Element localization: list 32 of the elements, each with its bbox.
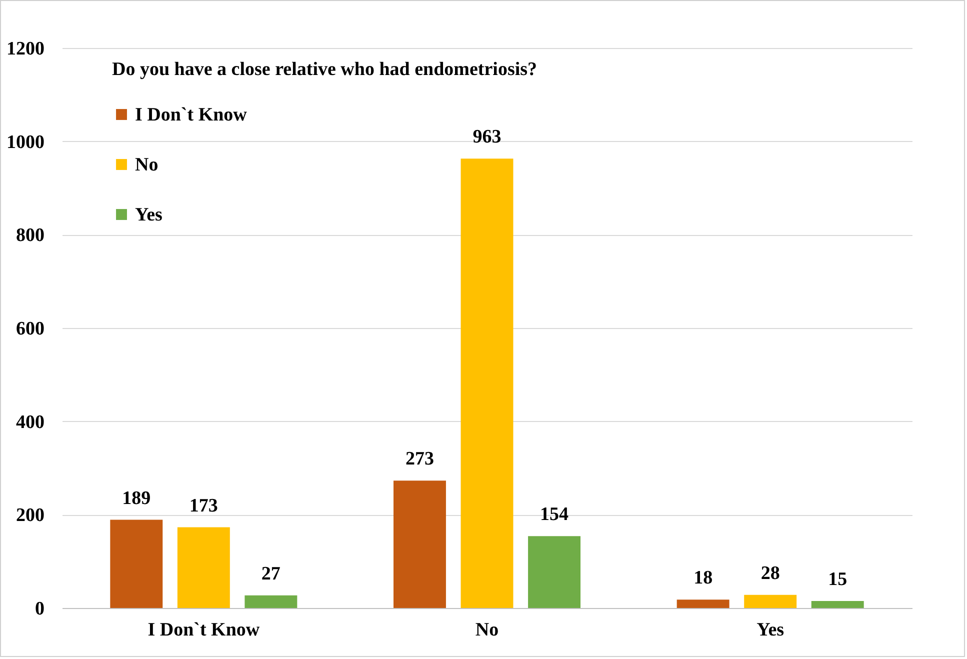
data-label: 18 — [694, 568, 713, 589]
y-tick-label: 600 — [16, 318, 44, 340]
bar — [676, 600, 730, 608]
x-tick-label: Yes — [756, 620, 784, 640]
data-label: 273 — [405, 448, 434, 470]
bar — [811, 601, 864, 608]
y-tick-label: 400 — [16, 412, 44, 433]
legend-label: No — [135, 154, 158, 176]
y-tick-label: 1200 — [6, 38, 44, 60]
data-label: 173 — [189, 495, 218, 516]
y-tick-label: 0 — [35, 598, 44, 620]
bar — [177, 527, 230, 608]
x-tick-label: I Don`t Know — [148, 620, 260, 640]
bar — [244, 595, 298, 608]
bar — [394, 480, 446, 608]
bar — [744, 594, 797, 608]
data-label: 28 — [760, 562, 780, 584]
x-tick-label: No — [475, 620, 499, 640]
data-label: 15 — [828, 569, 848, 590]
y-tick-label: 800 — [16, 225, 44, 246]
data-label: 963 — [472, 126, 502, 148]
legend-label: Yes — [135, 204, 162, 226]
y-tick-label: 1000 — [6, 132, 44, 153]
data-label: 27 — [261, 563, 281, 584]
data-label: 189 — [122, 488, 151, 509]
legend-title: Do you have a close relative who had endometriosis? — [112, 59, 538, 80]
legend-label: I Don`t Know — [135, 104, 248, 126]
bar — [528, 536, 580, 608]
data-label: 154 — [540, 504, 570, 526]
bar — [110, 520, 163, 608]
bar — [460, 158, 514, 608]
y-tick-label: 200 — [16, 505, 44, 526]
